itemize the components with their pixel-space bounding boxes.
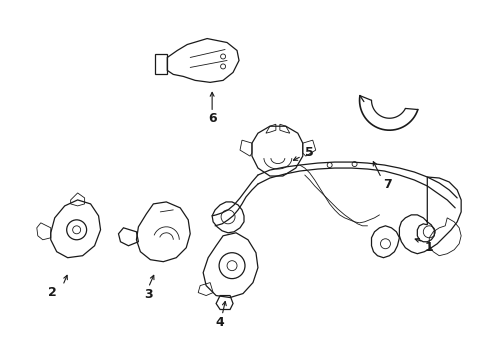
Text: 7: 7 [383,179,392,192]
Text: 5: 5 [305,145,314,159]
Text: 4: 4 [216,316,224,329]
Text: 6: 6 [208,112,217,125]
Text: 2: 2 [49,286,57,299]
Text: 3: 3 [144,288,153,301]
Text: 1: 1 [425,241,434,254]
